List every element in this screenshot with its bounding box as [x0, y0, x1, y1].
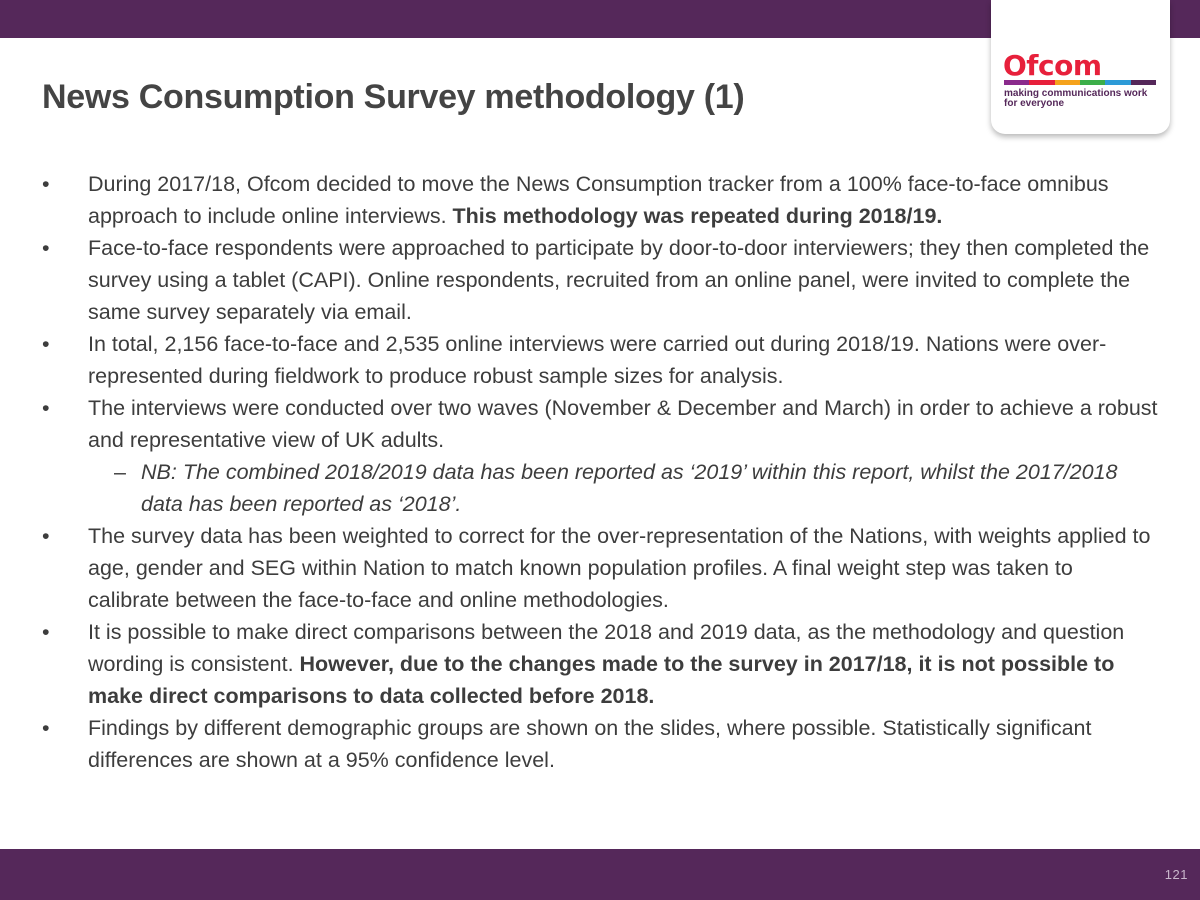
bullet-marker: • [42, 236, 50, 260]
stripe-segment [1130, 80, 1156, 85]
stripe-segment [1079, 80, 1106, 85]
sub-bullet-text: NB: The combined 2018/2019 data has been… [141, 460, 1118, 516]
logo-tagline-line2: for everyone [1004, 98, 1065, 109]
bullet-marker: • [42, 524, 50, 548]
methodology-bullet-list: • During 2017/18, Ofcom decided to move … [42, 168, 1160, 776]
bullet-text: It is possible to make direct comparison… [88, 620, 1125, 676]
bullet-marker: • [42, 716, 50, 740]
bullet-marker: • [42, 332, 50, 356]
bullet-item: • The interviews were conducted over two… [42, 392, 1160, 456]
bullet-bold-text: This methodology was repeated during 201… [452, 204, 943, 228]
bullet-item: • It is possible to make direct comparis… [42, 616, 1160, 712]
bullet-marker: • [42, 620, 50, 644]
bullet-item: • In total, 2,156 face-to-face and 2,535… [42, 328, 1160, 392]
bullet-item: • The survey data has been weighted to c… [42, 520, 1160, 616]
bullet-text: During 2017/18, Ofcom decided to move th… [88, 172, 1109, 228]
bullet-text: Findings by different demographic groups… [88, 716, 1092, 772]
stripe-segment [1004, 80, 1030, 85]
bottom-banner [0, 849, 1200, 900]
logo-wordmark: Ofcom [1003, 49, 1102, 82]
bullet-text: Face-to-face respondents were approached… [88, 236, 1150, 324]
page-number: 121 [1164, 867, 1188, 882]
bullet-item: • During 2017/18, Ofcom decided to move … [42, 168, 1160, 232]
logo-color-stripe [1004, 80, 1156, 85]
logo-tagline: making communications work for everyone [1004, 89, 1164, 109]
bullet-marker: • [42, 172, 50, 196]
page-title: News Consumption Survey methodology (1) [42, 78, 745, 116]
bullet-text: In total, 2,156 face-to-face and 2,535 o… [88, 332, 1107, 388]
logo-tagline-line1: making communications work [1004, 88, 1148, 99]
bullet-item: • Findings by different demographic grou… [42, 712, 1160, 776]
bullet-marker: • [42, 396, 50, 420]
sub-bullet-item: – NB: The combined 2018/2019 data has be… [42, 456, 1160, 520]
sub-bullet-marker: – [114, 460, 126, 484]
ofcom-logo: Ofcom making communications work for eve… [991, 0, 1170, 134]
stripe-segment [1029, 80, 1055, 85]
stripe-segment [1105, 80, 1131, 85]
stripe-segment [1054, 80, 1080, 85]
bullet-item: • Face-to-face respondents were approach… [42, 232, 1160, 328]
bullet-bold-text: However, due to the changes made to the … [88, 652, 1115, 708]
bullet-text: The survey data has been weighted to cor… [88, 524, 1151, 612]
bullet-text: The interviews were conducted over two w… [88, 396, 1158, 452]
